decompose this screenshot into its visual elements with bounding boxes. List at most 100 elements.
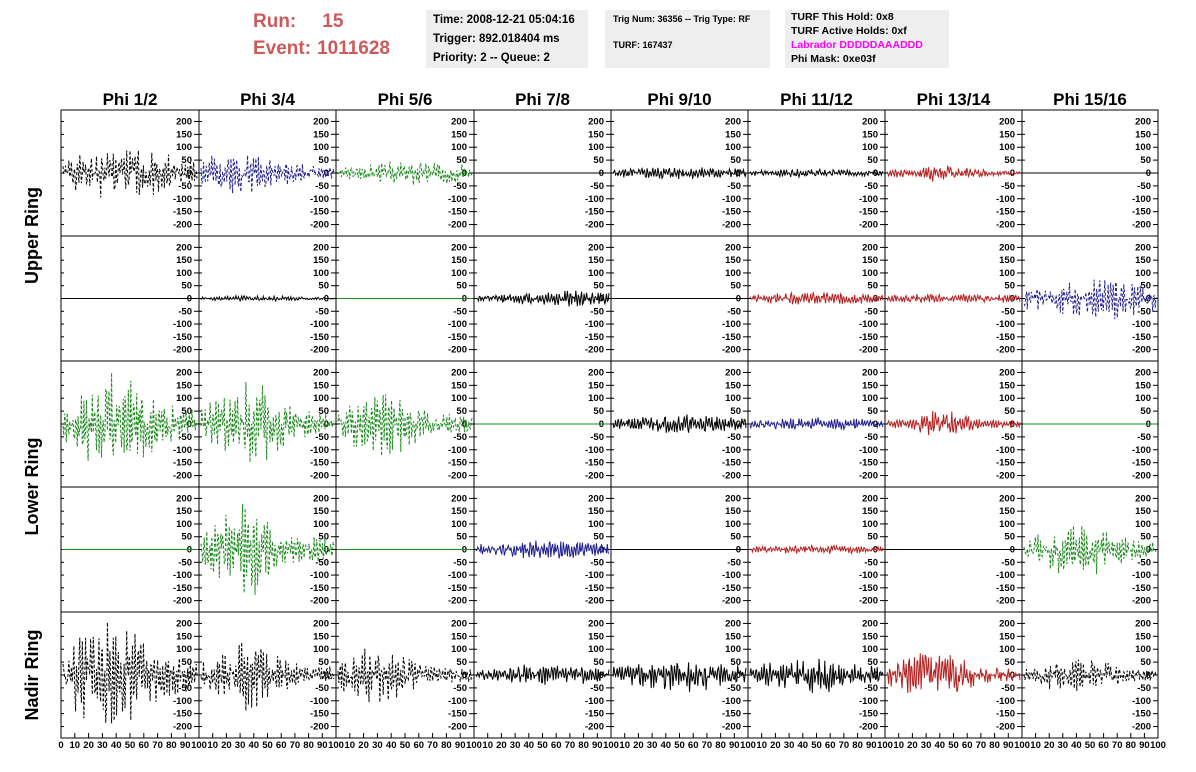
panel-r2-c5-ytick-label: 100 xyxy=(725,268,741,279)
panel-r5-c5-ytick-label: -200 xyxy=(722,722,741,733)
panel-r1-c1-trace xyxy=(62,150,198,198)
panel-r5-c4-xtick-label: 40 xyxy=(524,740,535,751)
panel-r5-c7-xtick-label: 80 xyxy=(989,740,1000,751)
panel-r2-c5-ytick-label: 50 xyxy=(730,281,741,292)
panel-r1-c7-ytick-label: 100 xyxy=(999,142,1015,153)
panel-r1-c1-ytick-label: -100 xyxy=(173,194,192,205)
panel-r3-c8-ytick-label: -50 xyxy=(1137,432,1151,443)
panel-r1-c4-ytick-label: -100 xyxy=(585,194,604,205)
panel-r1-c3-ytick-label: 200 xyxy=(451,116,467,127)
panel-r5-c1-ytick-label: -100 xyxy=(173,696,192,707)
panel-r5-c1-xtick-label: 60 xyxy=(139,740,150,751)
panel-r5-c3-xtick-label: 50 xyxy=(400,740,411,751)
panel-r2-c6-ytick-label: -150 xyxy=(859,332,878,343)
panel-r5-c3-trace xyxy=(337,648,473,703)
panel-r2-c4-ytick-label: 150 xyxy=(588,255,604,266)
panel-r5-c1-trace xyxy=(62,622,198,724)
panel-r2-c3-ytick-label: 200 xyxy=(451,242,467,253)
panel-r2-c5-ytick-label: -100 xyxy=(722,319,741,330)
panel-r4-c1-ytick-label: 100 xyxy=(176,519,192,530)
panel-r5-c8-xtick-label: 70 xyxy=(1112,740,1123,751)
panel-r2-c6-ytick-label: 50 xyxy=(867,281,878,292)
panel-r5-c5-xtick-label: 70 xyxy=(702,740,713,751)
panel-r5-c1-xtick-label: 20 xyxy=(83,740,94,751)
panel-r5-c5-xtick-label: 90 xyxy=(729,740,740,751)
panel-r1-c3-ytick-label: 100 xyxy=(451,142,467,153)
panel-r5-c4-ytick-label: 50 xyxy=(593,657,604,668)
panel-r2-c2-trace xyxy=(200,293,335,303)
panel-r4-c1-ytick-label: 200 xyxy=(176,493,192,504)
panel-r2-c6-ytick-label: -200 xyxy=(859,345,878,356)
event-value: 1011628 xyxy=(317,38,390,59)
panel-r5-c4-xtick-label: 50 xyxy=(537,740,548,751)
panel-r3-c1-ytick-label: -150 xyxy=(173,458,192,469)
panel-r4-c4-ytick-label: -200 xyxy=(585,596,604,607)
panel-r1-c3-ytick-label: -200 xyxy=(448,220,467,231)
column-header-8: Phi 15/16 xyxy=(1053,90,1127,109)
time-info-box: Time: 2008-12-21 05:04:16 Trigger: 892.0… xyxy=(426,10,588,68)
panel-r4-c8-ytick-label: 150 xyxy=(1135,506,1151,517)
panel-r4-c7-ytick-label: 100 xyxy=(999,519,1015,530)
panel-r3-c2-ytick-label: -100 xyxy=(310,445,329,456)
panel-r5-c5-xtick-label: 50 xyxy=(674,740,685,751)
panel-r5-c7-xtick-label: 60 xyxy=(962,740,973,751)
panel-r5-c1-xtick-label: 80 xyxy=(166,740,177,751)
panel-r4-c3-ytick-label: 150 xyxy=(451,506,467,517)
panel-r5-c6-xtick-label: 30 xyxy=(784,740,795,751)
panel-r4-c5-ytick-label: -150 xyxy=(722,583,741,594)
panel-r1-c7-ytick-label: -150 xyxy=(996,207,1015,218)
panel-r5-c2-xtick-label: 50 xyxy=(262,740,273,751)
panel-r5-c3-xtick-label: 30 xyxy=(372,740,383,751)
panel-r1-c1-ytick-label: 150 xyxy=(176,129,192,140)
panel-r2-c7-ytick-label: 100 xyxy=(999,268,1015,279)
panel-r5-c1-xtick-label: 50 xyxy=(125,740,136,751)
panel-r5-c7-ytick-label: 50 xyxy=(1004,657,1015,668)
panel-r4-c8-ytick-label: 0 xyxy=(1146,545,1151,556)
panel-r5-c5-ytick-label: 200 xyxy=(725,618,741,629)
panel-r3-c6-ytick-label: 150 xyxy=(862,380,878,391)
panel-r1-c5-ytick-label: 0 xyxy=(736,168,741,179)
panel-r1-c3-trace xyxy=(337,161,473,185)
panel-r5-c3-ytick-label: -150 xyxy=(448,709,467,720)
panel-r5-c4-ytick-label: -200 xyxy=(585,722,604,733)
panel-r1-c8-ytick-label: -200 xyxy=(1132,220,1151,231)
panel-r3-c7-ytick-label: 100 xyxy=(999,393,1015,404)
panel-r1-c4-ytick-label: 50 xyxy=(593,155,604,166)
panel-r5-c7-xtick-label: 90 xyxy=(1003,740,1014,751)
panel-r1-c5-ytick-label: 150 xyxy=(725,129,741,140)
panel-r5-c6-xtick-label: 20 xyxy=(770,740,781,751)
panel-r5-c5-xtick-label: 80 xyxy=(715,740,726,751)
panel-r1-c7-ytick-label: 200 xyxy=(999,116,1015,127)
panel-r5-c2-xtick-label: 80 xyxy=(303,740,314,751)
panel-r1-c6-ytick-label: -50 xyxy=(864,181,878,192)
panel-r4-c3-ytick-label: 200 xyxy=(451,493,467,504)
panel-r1-c1-ytick-label: 50 xyxy=(181,155,192,166)
panel-r5-c1-ytick-label: 150 xyxy=(176,631,192,642)
panel-r2-c1-ytick-label: -150 xyxy=(173,332,192,343)
panel-r2-c4-ytick-label: -50 xyxy=(590,306,604,317)
panel-r5-c5-trace xyxy=(612,662,747,693)
panel-r4-c6-ytick-label: 50 xyxy=(867,532,878,543)
panel-r2-c4-ytick-label: 50 xyxy=(593,281,604,292)
panel-r2-c5-ytick-label: -50 xyxy=(727,306,741,317)
panel-r1-c4-ytick-label: 100 xyxy=(588,142,604,153)
panel-r2-c7-ytick-label: -150 xyxy=(996,332,1015,343)
panel-r4-c1-ytick-label: 150 xyxy=(176,506,192,517)
panel-r4-c4-ytick-label: 100 xyxy=(588,519,604,530)
panel-r5-c7-xtick-label: 100 xyxy=(1014,740,1030,751)
panel-r4-c8-ytick-label: -150 xyxy=(1132,583,1151,594)
panel-r4-c8-ytick-label: -200 xyxy=(1132,596,1151,607)
time-text: Time: 2008-12-21 05:04:16 xyxy=(433,14,575,26)
panel-r5-c2-xtick-label: 60 xyxy=(276,740,287,751)
run-label: Run: xyxy=(253,11,297,32)
panel-r5-c8-xtick-label: 20 xyxy=(1044,740,1055,751)
panel-r2-c2-ytick-label: -200 xyxy=(310,345,329,356)
panel-r5-c2-ytick-label: -100 xyxy=(310,696,329,707)
row-label-lower-ring: Lower Ring xyxy=(22,438,42,536)
panel-r2-c4-ytick-label: -200 xyxy=(585,345,604,356)
panel-r2-c7-trace xyxy=(886,293,1021,304)
panel-r4-c6-ytick-label: -150 xyxy=(859,583,878,594)
panel-r5-c1-ytick-label: 200 xyxy=(176,618,192,629)
panel-r1-c5-ytick-label: -200 xyxy=(722,220,741,231)
panel-r2-c3-ytick-label: -50 xyxy=(453,306,467,317)
